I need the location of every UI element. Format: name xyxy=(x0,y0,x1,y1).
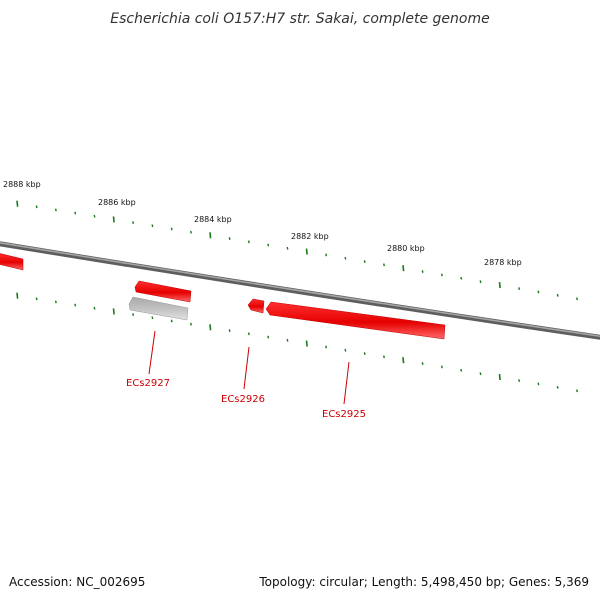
inner-ruler-tick xyxy=(305,340,308,347)
inner-ruler-tick xyxy=(556,385,559,389)
outer-ruler-tick xyxy=(402,265,405,272)
outer-ruler-tick xyxy=(228,237,231,240)
outer-ruler-tick xyxy=(325,253,328,257)
outer-ruler-tick xyxy=(16,200,19,207)
outer-ruler-tick xyxy=(518,287,521,290)
outer-ruler-tick xyxy=(209,232,212,239)
inner-ruler-tick xyxy=(209,324,212,331)
outer-ruler-tick xyxy=(479,280,482,284)
inner-ruler-tick xyxy=(421,362,424,365)
outer-ruler-tick xyxy=(576,297,578,301)
ruler-label: 2880 kbp xyxy=(387,244,425,253)
gene-label-lines xyxy=(148,330,350,405)
genome-summary-text: Topology: circular; Length: 5,498,450 bp… xyxy=(259,575,589,589)
genome-backbone xyxy=(0,241,600,340)
ruler-label: 2886 kbp xyxy=(98,198,136,207)
ruler-label: 2888 kbp xyxy=(3,180,41,189)
gene-label-ECs2926: ECs2926 xyxy=(221,394,265,405)
inner-ruler-tick xyxy=(54,300,57,304)
outer-ruler-tick xyxy=(151,224,154,228)
inner-ruler-tick xyxy=(537,382,540,386)
inner-ruler-tick xyxy=(402,357,405,364)
gene-ECs2925[interactable] xyxy=(265,301,446,340)
outer-ruler-tick xyxy=(132,221,135,224)
inner-ruler-tick xyxy=(228,329,231,332)
outer-ruler-tick xyxy=(74,211,77,215)
inner-ruler-tick xyxy=(151,316,154,320)
gene-fragment-left[interactable] xyxy=(0,253,24,271)
outer-ruler-tick xyxy=(54,208,57,212)
outer-ruler-ticks xyxy=(16,200,578,301)
inner-ruler-tick xyxy=(576,389,578,393)
inner-ruler-tick xyxy=(460,368,463,372)
inner-ruler-tick xyxy=(170,319,173,323)
inner-ruler-tick xyxy=(286,338,289,342)
ruler-label: 2882 kbp xyxy=(291,232,329,241)
outer-ruler-tick xyxy=(93,214,96,218)
inner-ruler-tick xyxy=(93,306,96,310)
inner-ruler-tick xyxy=(383,355,385,359)
inner-ruler-tick xyxy=(190,322,192,326)
outer-ruler-tick xyxy=(35,205,38,209)
inner-ruler-ticks xyxy=(16,292,578,393)
outer-ruler-tick xyxy=(267,243,270,247)
gene-label-ECs2927: ECs2927 xyxy=(126,378,170,389)
outer-ruler-tick xyxy=(112,216,115,223)
outer-ruler-tick xyxy=(247,240,250,244)
inner-ruler-tick xyxy=(479,372,482,376)
outer-ruler-tick xyxy=(286,246,289,250)
outer-ruler-tick xyxy=(190,230,192,234)
ruler-labels: 2888 kbp 2886 kbp 2884 kbp 2882 kbp 2880… xyxy=(3,180,522,267)
outer-ruler-tick xyxy=(460,276,463,280)
accession-text: Accession: NC_002695 xyxy=(9,575,146,589)
outer-ruler-tick xyxy=(170,227,173,231)
inner-ruler-tick xyxy=(440,365,443,369)
inner-ruler-tick xyxy=(325,345,328,349)
outer-ruler-tick xyxy=(305,248,308,255)
gene-label-ECs2925: ECs2925 xyxy=(322,409,366,420)
outer-ruler-tick xyxy=(556,293,559,297)
inner-ruler-tick xyxy=(247,332,250,336)
gene-features xyxy=(0,253,446,340)
gene-ECs2927-grey[interactable] xyxy=(128,296,189,321)
inner-ruler-tick xyxy=(518,379,521,382)
outer-ruler-tick xyxy=(363,260,366,263)
inner-ruler-tick xyxy=(363,352,366,355)
inner-ruler-tick xyxy=(498,374,501,381)
gene-ECs2927[interactable] xyxy=(134,280,192,303)
inner-ruler-tick xyxy=(132,313,135,316)
map-title: Escherichia coli O157:H7 str. Sakai, com… xyxy=(110,11,489,27)
outer-ruler-tick xyxy=(498,282,501,289)
outer-ruler-tick xyxy=(537,290,540,294)
outer-ruler-tick xyxy=(344,256,347,260)
outer-ruler-tick xyxy=(383,263,385,267)
inner-ruler-tick xyxy=(35,297,38,301)
inner-ruler-tick xyxy=(16,292,19,299)
outer-ruler-tick xyxy=(440,273,443,277)
inner-ruler-tick xyxy=(267,335,270,339)
outer-ruler-tick xyxy=(421,270,424,273)
gene-ECs2926[interactable] xyxy=(247,298,265,314)
ruler-label: 2884 kbp xyxy=(194,215,232,224)
inner-ruler-tick xyxy=(74,303,77,307)
ruler-label: 2878 kbp xyxy=(484,258,522,267)
inner-ruler-tick xyxy=(344,348,347,352)
inner-ruler-tick xyxy=(112,308,115,315)
